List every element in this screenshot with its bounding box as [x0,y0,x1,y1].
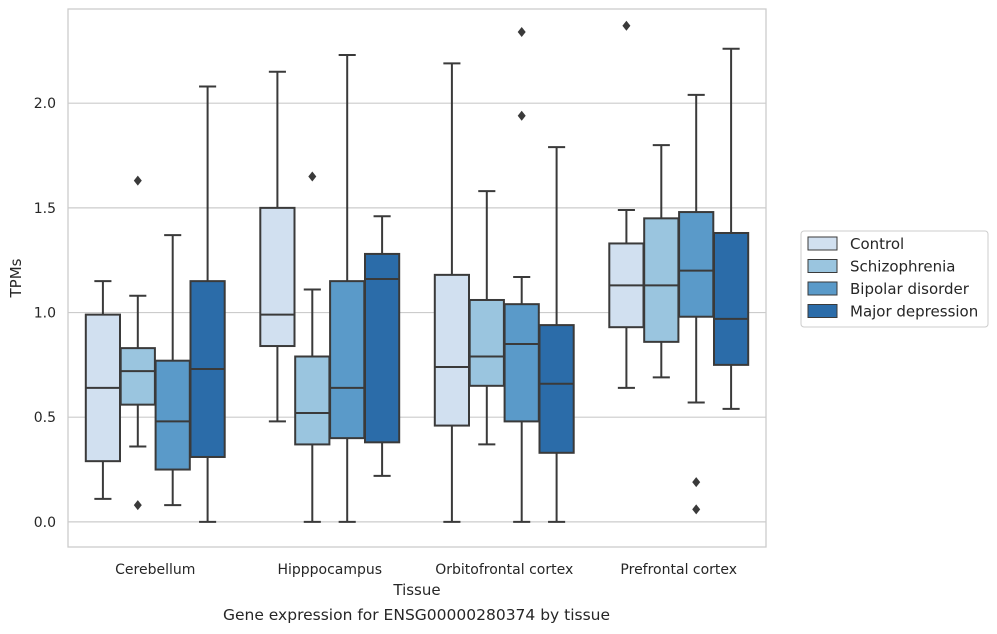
box-body [119,347,156,406]
box-body [712,231,750,366]
box-body [259,206,296,348]
y-tick-label: 0.5 [34,410,56,426]
outlier-point [308,171,317,182]
figure-caption: Gene expression for ENSG00000280374 by t… [222,606,611,624]
x-tick-label: Prefrontal cortex [620,562,737,578]
y-axis-label: TPMs [7,258,25,298]
outlier-point [692,477,701,488]
box-control [84,280,122,500]
legend-label: Schizophrenia [850,258,955,276]
x-tick-label: Orbitofrontal cortex [435,562,573,578]
x-tick-label: Hipppocampus [277,562,382,578]
legend-swatch [807,259,838,273]
box-control [259,70,296,423]
box-control [433,62,471,523]
legend-frame [800,230,989,328]
outlier-point [622,20,631,31]
box-body [154,359,191,471]
box-body [643,217,680,343]
box-body [678,211,715,318]
box-major-depression [189,85,226,523]
box-schizophrenia [119,175,156,511]
box-schizophrenia [468,190,505,446]
y-tick-label: 1.0 [34,306,56,322]
box-body [538,324,575,454]
legend-label: Bipolar disorder [850,280,970,298]
box-body [363,252,401,444]
box-major-depression [538,146,575,523]
outlier-point [133,175,142,186]
box-schizophrenia [643,144,680,379]
legend-swatch [807,304,838,318]
y-tick-label: 0.0 [34,515,56,531]
box-body [503,303,540,423]
box-body [294,355,331,446]
legend: Control Schizophrenia Bipolar disorder Majo… [800,230,989,328]
box-bipolar-disorder [503,27,540,523]
y-axis-ticks: 0.0 0.5 1.0 1.5 2.0 [34,96,56,531]
outlier-point [133,500,142,511]
box-control [608,20,645,389]
box-body [433,273,471,427]
box-body [468,298,505,387]
x-tick-label: Cerebellum [115,562,195,578]
y-tick-label: 2.0 [34,96,56,112]
plot-area [67,8,767,548]
legend-swatch [807,281,838,296]
x-axis-label: Tissue [392,581,440,599]
box-bipolar-disorder [154,234,191,507]
box-major-depression [363,215,401,477]
box-bipolar-disorder [678,93,715,515]
outlier-point [517,110,526,121]
y-tick-label: 1.5 [34,201,56,217]
box-schizophrenia [294,171,331,523]
outlier-point [692,504,701,515]
legend-label: Control [850,235,904,253]
box-major-depression [712,47,750,410]
legend-label: Major depression [850,303,978,321]
x-axis-ticks: Cerebellum Hipppocampus Orbitofrontal cort… [115,562,737,578]
box-body [329,280,366,440]
boxes [84,20,750,523]
box-bipolar-disorder [329,54,366,523]
outlier-point [517,27,526,38]
legend-swatch [807,236,838,251]
